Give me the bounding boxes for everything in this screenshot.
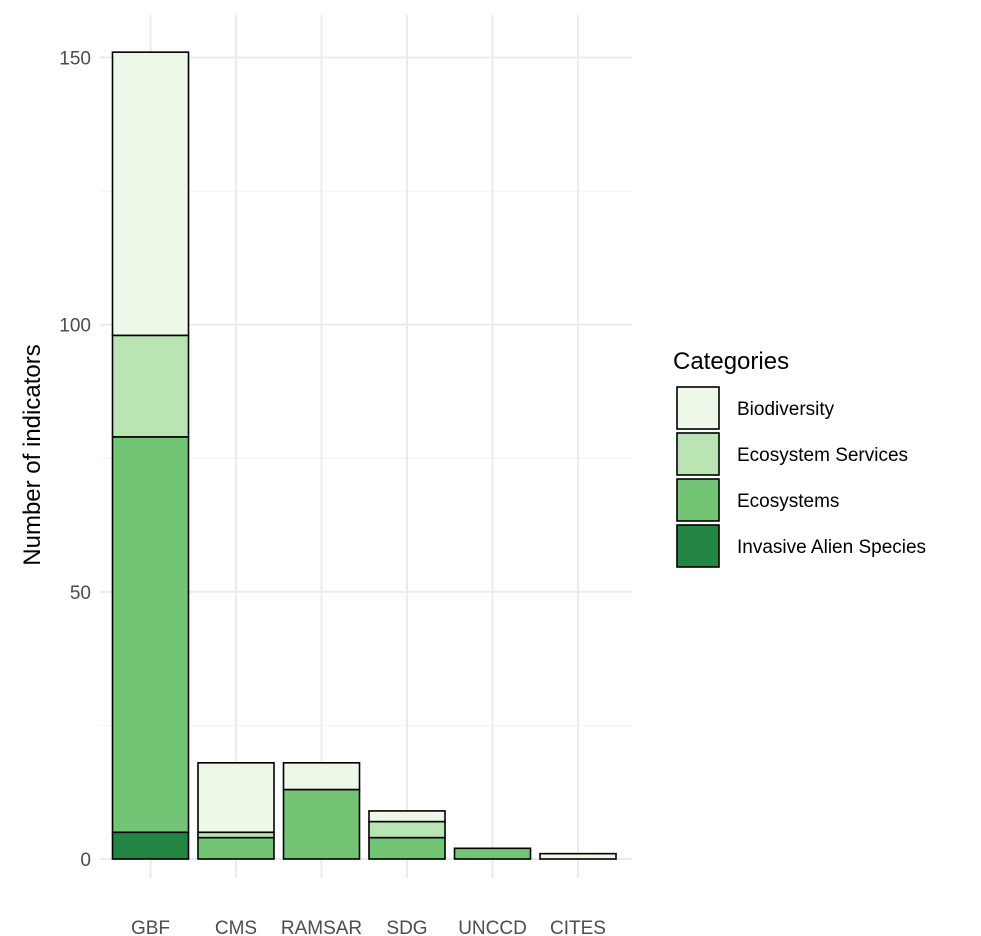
legend-swatch [676,386,720,430]
bar-segment [197,836,275,860]
legend-swatch [676,524,720,568]
x-tick-label: CITES [550,918,606,936]
bar-segment [368,836,446,860]
legend-label: Biodiversity [737,399,835,420]
x-tick-label: UNCCD [458,918,527,936]
y-tick-label: 0 [80,850,91,871]
legend-swatch [676,478,720,522]
bar-segment [282,762,361,791]
y-tick-label: 50 [70,583,91,604]
bar-segment [111,831,190,860]
legend-swatch [676,432,720,476]
bar-segment [111,51,190,337]
bar-segment [197,831,275,839]
legend-label: Ecosystems [737,491,839,512]
bar-segment [368,810,446,823]
bar-segment [197,762,275,834]
x-axis: GBF CMS RAMSAR SDG UNCCD CITES [131,918,606,936]
bar-segment [111,334,190,438]
legend-label: Ecosystem Services [737,445,908,466]
y-tick-label: 100 [59,316,91,337]
x-tick-label: RAMSAR [281,918,362,936]
bar-segment [539,852,617,860]
legend-title: Categories [673,348,789,375]
x-tick-label: CMS [215,918,257,936]
legend-label: Invasive Alien Species [737,537,926,558]
y-axis: 0 50 100 150 [59,49,91,872]
x-tick-label: GBF [131,918,170,936]
bar-segment [453,847,532,860]
bar-segment [368,820,446,839]
y-tick-label: 150 [59,49,91,70]
bars [111,51,617,860]
bar-segment [282,788,361,860]
bar-segment [111,436,190,834]
y-axis-title: Number of indicators [19,344,46,565]
legend: Categories Biodiversity Ecosystem Service… [673,348,926,568]
x-tick-label: SDG [386,918,427,936]
